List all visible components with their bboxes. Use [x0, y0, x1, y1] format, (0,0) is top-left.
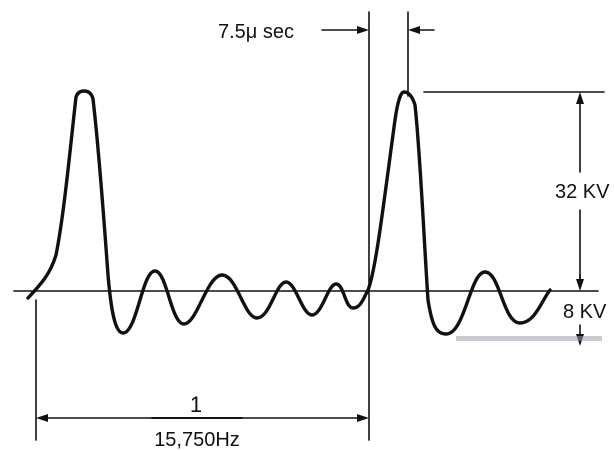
pulse-width-right-arrowhead — [408, 26, 420, 34]
pulse-width-label: 7.5μ sec — [218, 21, 294, 43]
negative-voltage-label: 8 KV — [563, 301, 607, 323]
peak-voltage-arrowhead-bottom — [576, 279, 584, 291]
peak-voltage-arrowhead-top — [576, 92, 584, 104]
waveform-trace — [26, 89, 552, 336]
faded-scan-bar — [456, 336, 602, 341]
period-arrowhead-right — [357, 414, 369, 422]
period-denominator-label: 15,750Hz — [154, 429, 240, 451]
pulse-width-left-arrowhead — [357, 26, 369, 34]
period-arrowhead-left — [36, 414, 48, 422]
peak-voltage-label: 32 KV — [555, 181, 610, 203]
period-numerator-label: 1 — [190, 392, 202, 417]
